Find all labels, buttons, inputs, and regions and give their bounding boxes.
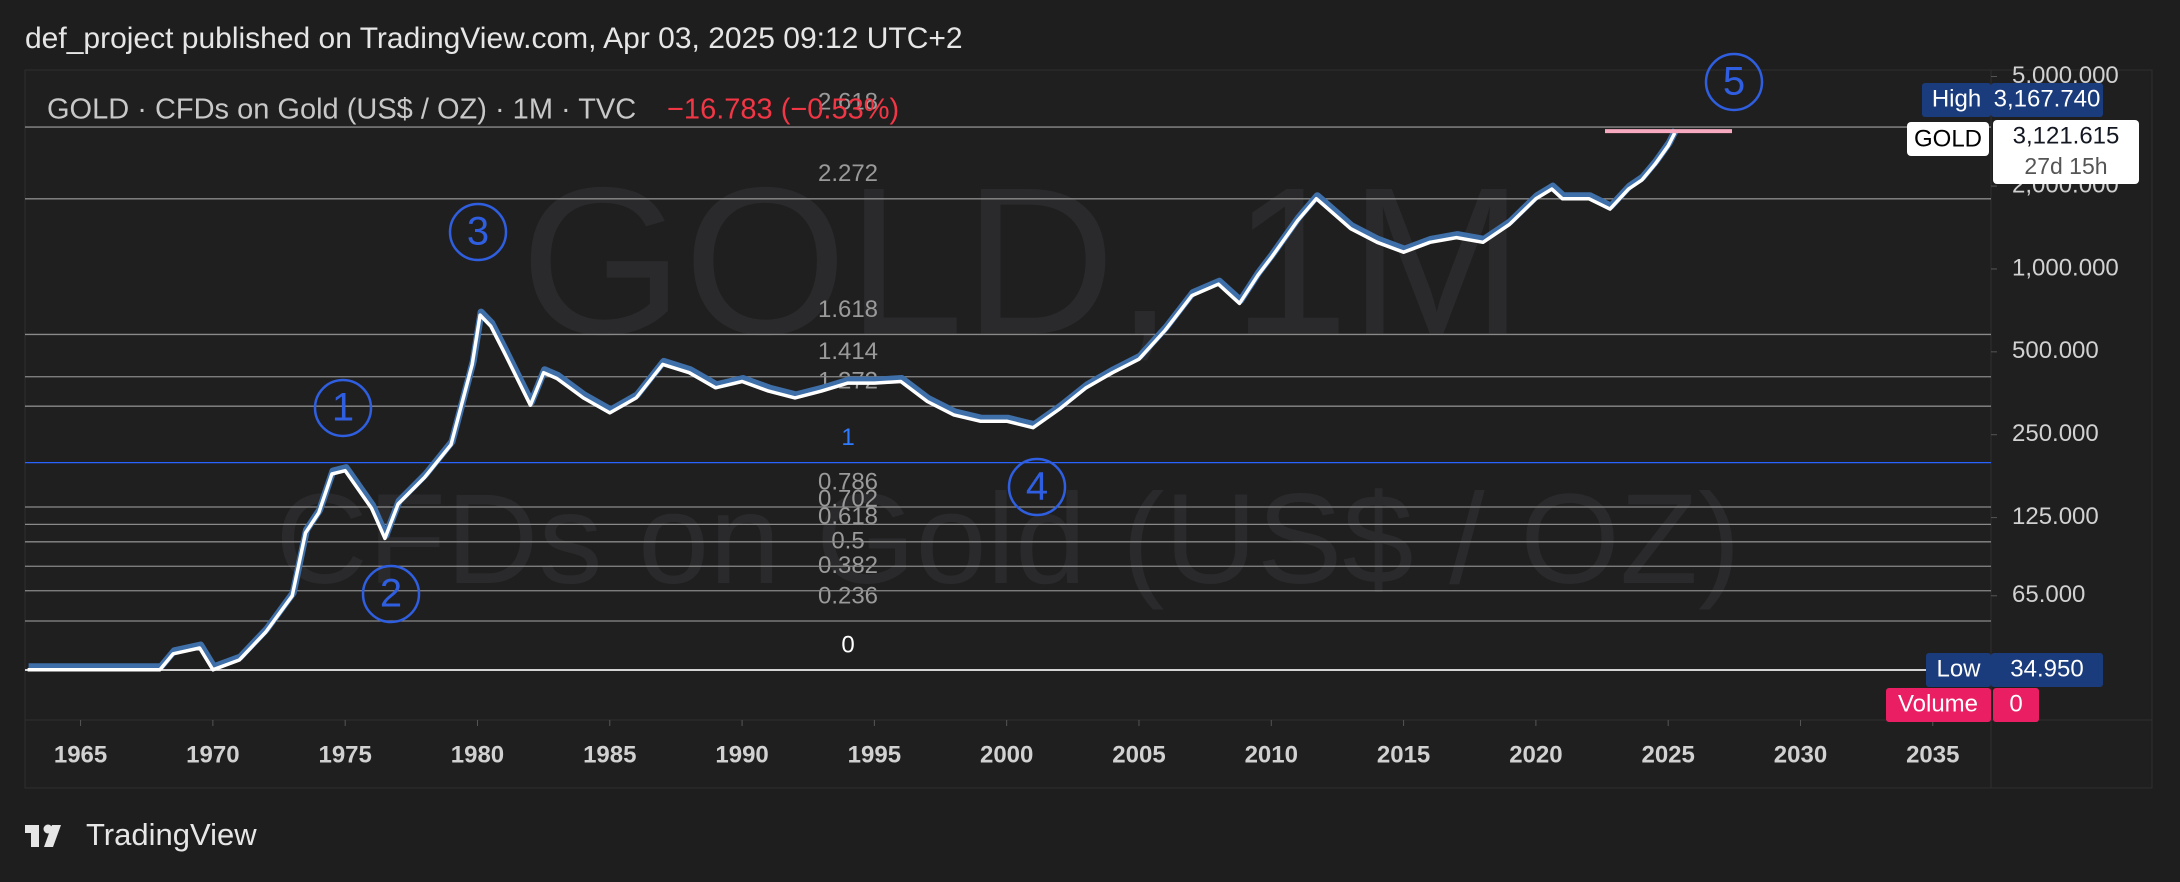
footer-brand: TradingView — [86, 817, 257, 852]
y-tick-label: 1,000.000 — [2012, 254, 2119, 281]
low-name: Low — [1936, 655, 1981, 682]
countdown: 27d 15h — [2024, 153, 2107, 179]
watermark: CFDs on Gold (US$ / OZ) — [275, 468, 1740, 611]
last-value-bg — [1993, 120, 2139, 184]
low-value: 34.950 — [2010, 655, 2083, 682]
high-value: 3,167.740 — [1994, 85, 2101, 112]
x-tick-label: 2030 — [1774, 741, 1827, 768]
last-name-bg — [1907, 122, 1989, 156]
fib-label: 1.414 — [818, 338, 878, 365]
x-tick-label: 2010 — [1245, 741, 1298, 768]
last-value: 3,121.615 — [2013, 122, 2120, 149]
high-name: High — [1932, 85, 1981, 112]
fib-label: 0.786 — [818, 468, 878, 495]
x-tick-label: 1985 — [583, 741, 636, 768]
wave-marker — [448, 202, 508, 262]
fib-label: 2.272 — [818, 160, 878, 187]
wave-marker — [1007, 457, 1067, 517]
legend-title: GOLD · CFDs on Gold (US$ / OZ) · 1M · TV… — [47, 94, 636, 126]
x-tick-label: 1990 — [715, 741, 768, 768]
y-tick-label: 250.000 — [2012, 420, 2099, 447]
x-tick-label: 2025 — [1641, 741, 1694, 768]
fib-label: 0.382 — [818, 552, 878, 579]
x-tick-label: 2020 — [1509, 741, 1562, 768]
x-tick-label: 1995 — [848, 741, 901, 768]
wave-label: 4 — [1026, 465, 1048, 509]
x-tick-label: 1970 — [186, 741, 239, 768]
volume-name: Volume — [1898, 690, 1978, 717]
x-tick-label: 2005 — [1112, 741, 1165, 768]
series-shadow — [28, 128, 1679, 671]
x-tick-label: 2015 — [1377, 741, 1430, 768]
low-value-bg — [1991, 652, 2103, 687]
fib-label: 1 — [841, 424, 854, 451]
wave-label: 1 — [332, 386, 354, 430]
fib-label: 2.618 — [818, 88, 878, 115]
volume-value-bg — [1993, 688, 2039, 722]
low-name-bg — [1926, 652, 1991, 687]
x-tick-label: 1975 — [318, 741, 371, 768]
fib-label: 0.5 — [831, 528, 864, 555]
wave-label: 2 — [380, 572, 402, 616]
fib-label: 0.236 — [818, 582, 878, 609]
y-tick-label: 125.000 — [2012, 503, 2099, 530]
y-tick-label: 500.000 — [2012, 337, 2099, 364]
high-value-bg — [1991, 83, 2103, 117]
logo-shape — [31, 825, 39, 847]
chart-panel — [24, 69, 2153, 789]
wave-marker — [313, 378, 373, 438]
wave-label: 5 — [1723, 60, 1745, 104]
wave-label: 3 — [467, 210, 489, 254]
fib-label: 0.702 — [818, 486, 878, 513]
logo-shape — [44, 825, 61, 847]
wave-marker — [361, 564, 421, 624]
fib-label: 1.618 — [818, 296, 878, 323]
header: def_project published on TradingView.com… — [25, 22, 963, 55]
legend-change: −16.783 (−0.53%) — [667, 94, 899, 126]
volume-name-bg — [1886, 688, 1991, 722]
y-tick-label: 65.000 — [2012, 581, 2085, 608]
fib-label: 0.618 — [818, 503, 878, 530]
high-name-bg — [1922, 83, 1991, 117]
x-tick-label: 1980 — [451, 741, 504, 768]
wave-marker — [1704, 52, 1764, 112]
logo: TradingView — [25, 817, 257, 852]
fib-label: 0 — [841, 631, 854, 658]
last-name: GOLD — [1914, 125, 1982, 152]
x-tick-label: 2035 — [1906, 741, 1959, 768]
volume-value: 0 — [2009, 690, 2022, 717]
watermark: GOLD, 1M — [520, 143, 1524, 378]
x-tick-label: 1965 — [54, 741, 107, 768]
x-tick-label: 2000 — [980, 741, 1033, 768]
series-line — [27, 132, 1677, 672]
